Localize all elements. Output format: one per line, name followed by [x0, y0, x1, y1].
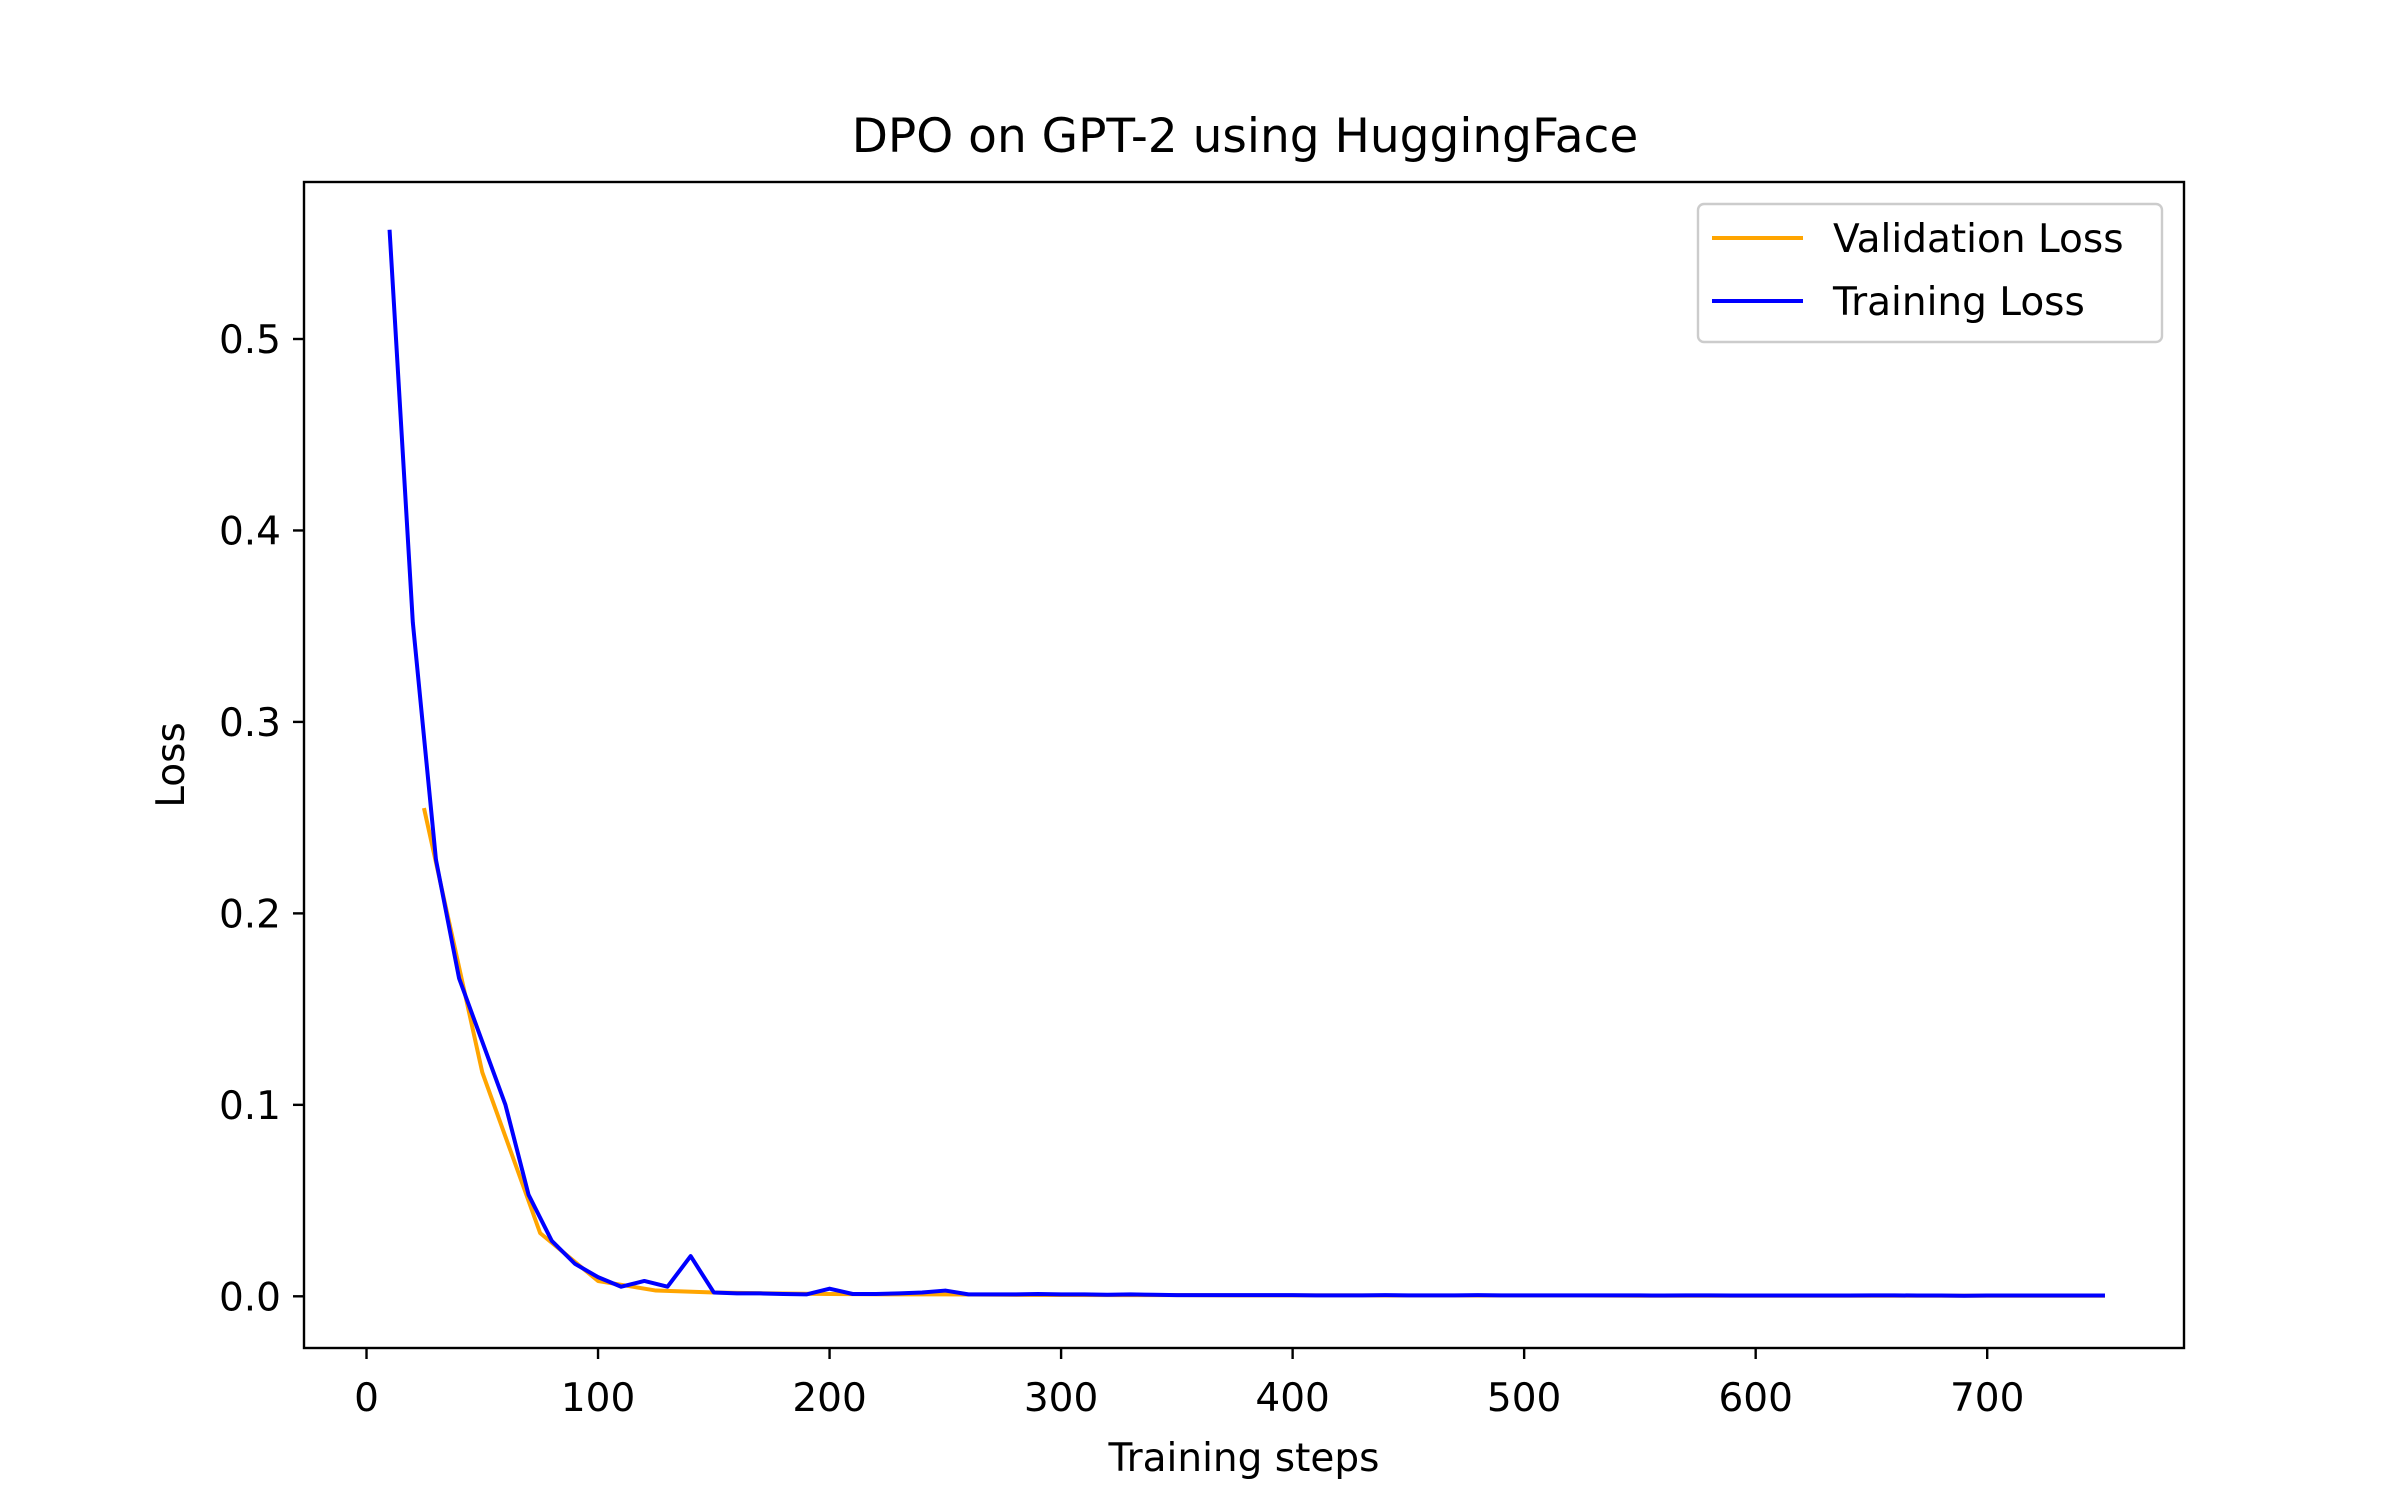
x-axis: 0 100 200 300 400 500 600 700: [354, 1348, 2024, 1421]
chart-title: DPO on GPT-2 using HuggingFace: [852, 109, 1639, 164]
x-tick-label: 0: [354, 1376, 379, 1421]
x-tick-label: 100: [561, 1376, 635, 1421]
y-tick-label: 0.1: [219, 1084, 281, 1129]
legend-training-loss-label: Training Loss: [1832, 280, 2085, 325]
legend-validation-loss-label: Validation Loss: [1833, 217, 2124, 262]
training-loss-line: [387, 229, 2105, 1298]
y-tick-label: 0.3: [219, 701, 281, 746]
y-tick-label: 0.4: [219, 509, 281, 554]
x-tick-label: 500: [1487, 1376, 1561, 1421]
y-axis-label: Loss: [149, 722, 194, 808]
x-tick-label: 400: [1255, 1376, 1329, 1421]
y-tick-label: 0.0: [219, 1275, 281, 1320]
plot-frame: [302, 180, 2186, 1350]
legend-frame: [1696, 202, 2164, 344]
x-tick-label: 700: [1950, 1376, 2024, 1421]
y-tick-label: 0.5: [219, 318, 281, 363]
legend: Validation Loss Training Loss: [1696, 202, 2164, 344]
x-axis-label: Training steps: [1108, 1436, 1380, 1481]
x-tick-label: 200: [792, 1376, 866, 1421]
y-axis: 0.0 0.1 0.2 0.3 0.4 0.5: [219, 318, 304, 1320]
x-tick-label: 300: [1024, 1376, 1098, 1421]
y-tick-label: 0.2: [219, 892, 281, 937]
x-tick-label: 600: [1718, 1376, 1792, 1421]
series-layer: [387, 229, 2105, 1298]
